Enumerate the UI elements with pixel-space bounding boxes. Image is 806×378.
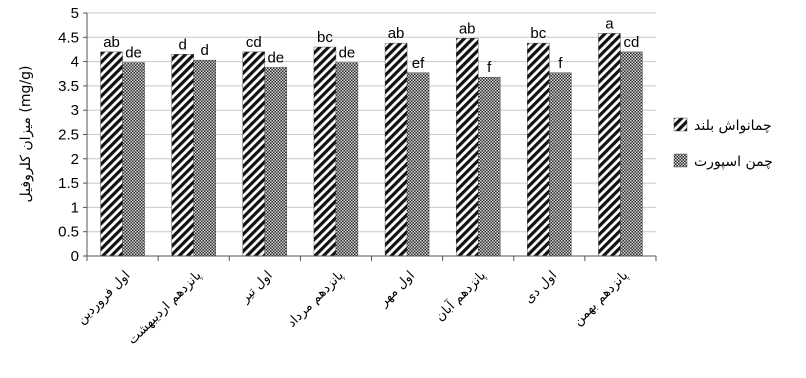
significance-label: ab bbox=[103, 34, 120, 51]
y-tick-label: 1.5 bbox=[58, 175, 79, 192]
significance-label: cd bbox=[246, 34, 262, 51]
significance-label: f bbox=[487, 59, 492, 76]
y-tick-label: 0.5 bbox=[58, 224, 79, 241]
bar-series-1 bbox=[384, 42, 408, 257]
y-tick-label: 1 bbox=[71, 199, 79, 216]
significance-label: d bbox=[201, 42, 209, 59]
y-tick-label: 0 bbox=[71, 248, 79, 265]
x-tick-label: اول فروردین bbox=[74, 268, 133, 327]
legend-swatch bbox=[673, 117, 688, 132]
bar-series-2 bbox=[122, 62, 145, 257]
y-tick-label: 3.5 bbox=[58, 78, 79, 95]
significance-label: a bbox=[605, 15, 614, 32]
significance-label: ab bbox=[459, 20, 476, 37]
y-tick-label: 3 bbox=[71, 102, 79, 119]
bar-series-2 bbox=[620, 51, 643, 257]
x-tick-label: پانزدهم آبان bbox=[431, 267, 489, 325]
significance-label: f bbox=[558, 55, 563, 72]
significance-label: ab bbox=[388, 25, 405, 42]
x-tick-label: پانزدهم بهمن bbox=[571, 268, 632, 329]
legend-label: چمن اسپورت bbox=[694, 154, 773, 170]
y-tick-label: 5 bbox=[71, 5, 79, 22]
bar-series-2 bbox=[477, 76, 501, 257]
bar-series-1 bbox=[527, 42, 550, 257]
x-tick-label: اول مهر bbox=[376, 268, 418, 310]
bar-series-2 bbox=[335, 62, 359, 257]
legend: چمانواش بلند چمن اسپورت bbox=[673, 117, 773, 170]
bar-series-1 bbox=[171, 54, 194, 257]
significance-label: bc bbox=[317, 29, 333, 46]
legend-label: چمانواش بلند bbox=[694, 118, 772, 134]
bar-series-1 bbox=[242, 51, 266, 257]
bar-series-1 bbox=[313, 46, 337, 257]
bar-series-1 bbox=[100, 51, 123, 257]
significance-label: de bbox=[267, 49, 284, 66]
x-tick-label: پانزدهم اردیبهشت bbox=[125, 268, 205, 348]
bar-series-2 bbox=[264, 67, 288, 257]
significance-label: cd bbox=[624, 34, 640, 51]
significance-label: de bbox=[125, 45, 142, 62]
bar-series-2 bbox=[406, 72, 430, 257]
x-tick-label: اول دی bbox=[522, 268, 560, 306]
x-tick-label: اول تیر bbox=[237, 268, 275, 306]
bar-series-2 bbox=[193, 59, 216, 257]
y-tick-label: 4.5 bbox=[58, 29, 79, 46]
legend-swatch bbox=[673, 153, 688, 168]
significance-label: d bbox=[179, 36, 187, 53]
bars bbox=[100, 33, 643, 257]
y-axis-label: میزان کلروفیل (mg/g) bbox=[18, 66, 34, 203]
bar-series-2 bbox=[549, 72, 572, 257]
axes bbox=[83, 12, 657, 261]
significance-label: de bbox=[339, 45, 356, 62]
x-tick-label: پانزدهم مرداد bbox=[284, 268, 347, 331]
y-tick-label: 2 bbox=[71, 151, 79, 168]
y-tick-label: 2.5 bbox=[58, 127, 79, 144]
y-tick-label: 4 bbox=[71, 54, 79, 71]
bar-series-1 bbox=[455, 38, 479, 257]
significance-label: ef bbox=[412, 55, 425, 72]
bar-series-1 bbox=[598, 33, 621, 257]
significance-label: bc bbox=[530, 25, 546, 42]
